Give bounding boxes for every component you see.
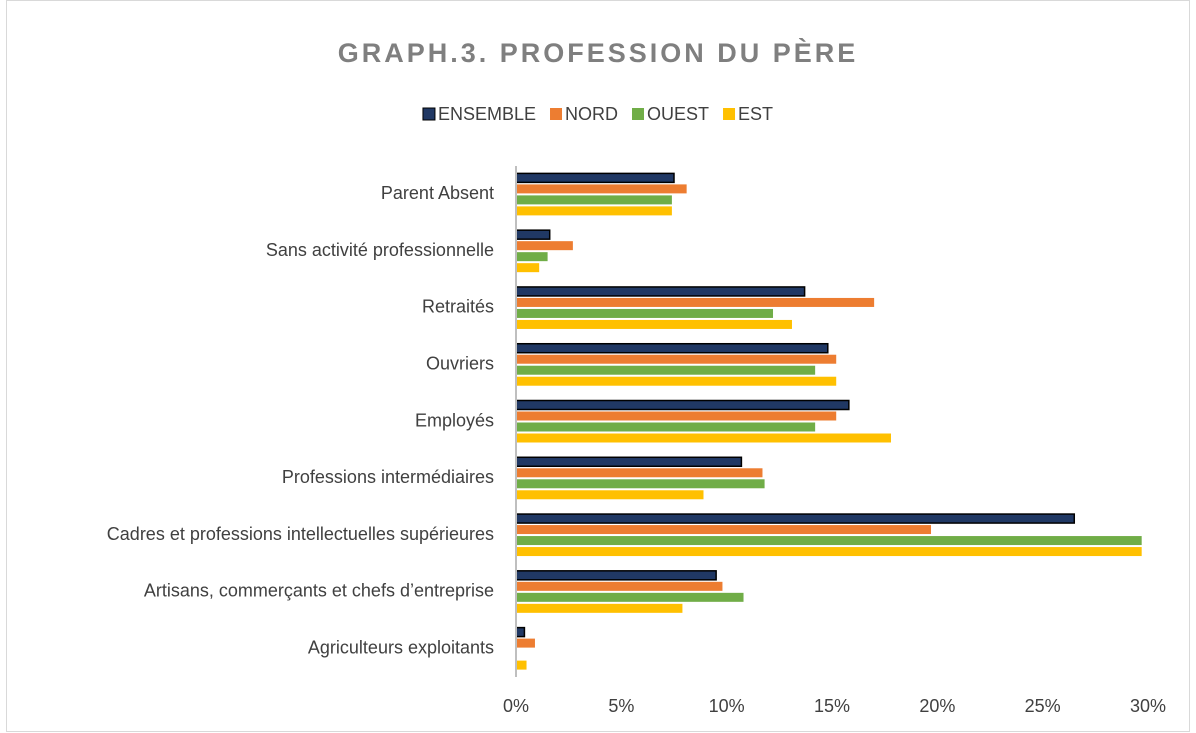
bar bbox=[516, 297, 875, 307]
legend-label: ENSEMBLE bbox=[438, 104, 536, 124]
x-tick-label: 10% bbox=[709, 696, 745, 716]
bar bbox=[516, 184, 687, 194]
y-tick-label: Employés bbox=[415, 410, 494, 430]
legend-label: OUEST bbox=[647, 104, 709, 124]
x-tick-label: 20% bbox=[919, 696, 955, 716]
bar bbox=[516, 263, 540, 273]
bar bbox=[516, 479, 765, 489]
bar bbox=[516, 547, 1142, 557]
y-tick-label: Retraités bbox=[422, 297, 494, 317]
y-tick-label: Cadres et professions intellectuelles su… bbox=[107, 524, 494, 544]
bar bbox=[515, 570, 717, 581]
bar bbox=[516, 433, 891, 443]
legend-swatch bbox=[632, 108, 645, 120]
bar bbox=[515, 626, 526, 638]
chart-border bbox=[6, 0, 1190, 732]
y-tick-label: Ouvriers bbox=[426, 353, 494, 373]
bar bbox=[516, 376, 837, 386]
chart-title: GRAPH.3. PROFESSION DU PÈRE bbox=[338, 37, 859, 68]
x-tick-label: 25% bbox=[1025, 696, 1061, 716]
bar bbox=[515, 342, 829, 354]
bar bbox=[516, 592, 744, 602]
bar bbox=[515, 513, 1076, 524]
bar bbox=[516, 241, 573, 251]
bar bbox=[515, 172, 675, 184]
bar bbox=[516, 660, 527, 670]
bar bbox=[516, 411, 837, 421]
bar bbox=[516, 319, 792, 329]
legend-label: NORD bbox=[565, 104, 618, 124]
bar bbox=[516, 468, 763, 478]
legend-label: EST bbox=[738, 104, 773, 124]
bar bbox=[516, 638, 535, 648]
y-tick-label: Artisans, commerçants et chefs d’entrepr… bbox=[144, 581, 494, 601]
bar bbox=[515, 399, 850, 411]
legend-swatch bbox=[723, 108, 736, 120]
bar bbox=[516, 252, 548, 262]
bar bbox=[515, 286, 806, 297]
x-tick-label: 30% bbox=[1130, 696, 1166, 716]
y-tick-label: Agriculteurs exploitants bbox=[308, 637, 494, 657]
y-tick-label: Professions intermédiaires bbox=[282, 467, 494, 487]
bar bbox=[516, 490, 704, 500]
bar bbox=[516, 525, 932, 535]
y-tick-label: Sans activité professionnelle bbox=[266, 240, 494, 260]
x-tick-label: 5% bbox=[608, 696, 634, 716]
legend-swatch bbox=[422, 107, 436, 121]
x-tick-label: 15% bbox=[814, 696, 850, 716]
x-tick-label: 0% bbox=[503, 696, 529, 716]
bar bbox=[516, 365, 816, 375]
y-tick-label: Parent Absent bbox=[381, 183, 494, 203]
bar bbox=[516, 308, 774, 318]
legend-swatch bbox=[550, 108, 563, 120]
bar bbox=[516, 581, 723, 591]
bar bbox=[515, 456, 743, 468]
bar bbox=[516, 195, 672, 205]
bar bbox=[516, 354, 837, 364]
bar bbox=[515, 229, 551, 240]
bar bbox=[516, 536, 1142, 546]
bar bbox=[516, 422, 816, 432]
bar bbox=[516, 603, 683, 613]
bar bbox=[516, 206, 672, 216]
